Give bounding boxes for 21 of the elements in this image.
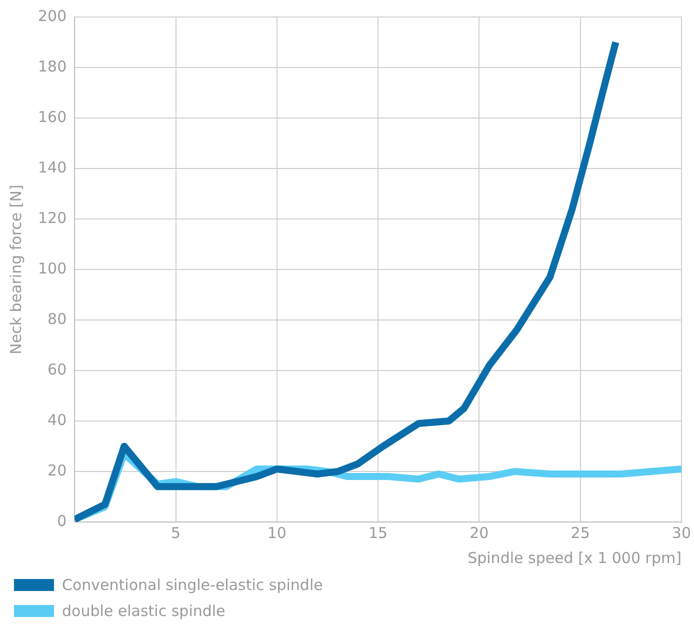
x-tick-label: 25 [570, 524, 590, 542]
y-tick-label: 140 [38, 158, 67, 176]
y-tick-label: 200 [38, 6, 67, 25]
y-tick-label: 60 [48, 360, 67, 378]
x-tick-label: 30 [672, 524, 692, 542]
y-tick-label: 40 [48, 410, 67, 429]
y-tick-label: 120 [38, 208, 67, 227]
y-tick-label: 0 [57, 512, 67, 530]
y-tick-label: 160 [38, 108, 67, 126]
y-tick-label: 100 [38, 259, 67, 278]
x-tick-label: 5 [170, 524, 181, 542]
y-tick-label: 180 [38, 57, 67, 76]
legend-label: double elastic spindle [62, 602, 226, 620]
x-axis-title: Spindle speed [x 1 000 rpm] [468, 548, 682, 567]
y-tick-label: 80 [48, 310, 67, 328]
y-tick-label: 20 [48, 461, 67, 480]
y-axis-title: Neck bearing force [N] [6, 184, 25, 354]
x-tick-label: 15 [368, 524, 388, 542]
x-tick-label: 10 [267, 524, 286, 542]
x-tick-label: 20 [470, 524, 489, 542]
legend-label: Conventional single-elastic spindle [62, 576, 323, 594]
